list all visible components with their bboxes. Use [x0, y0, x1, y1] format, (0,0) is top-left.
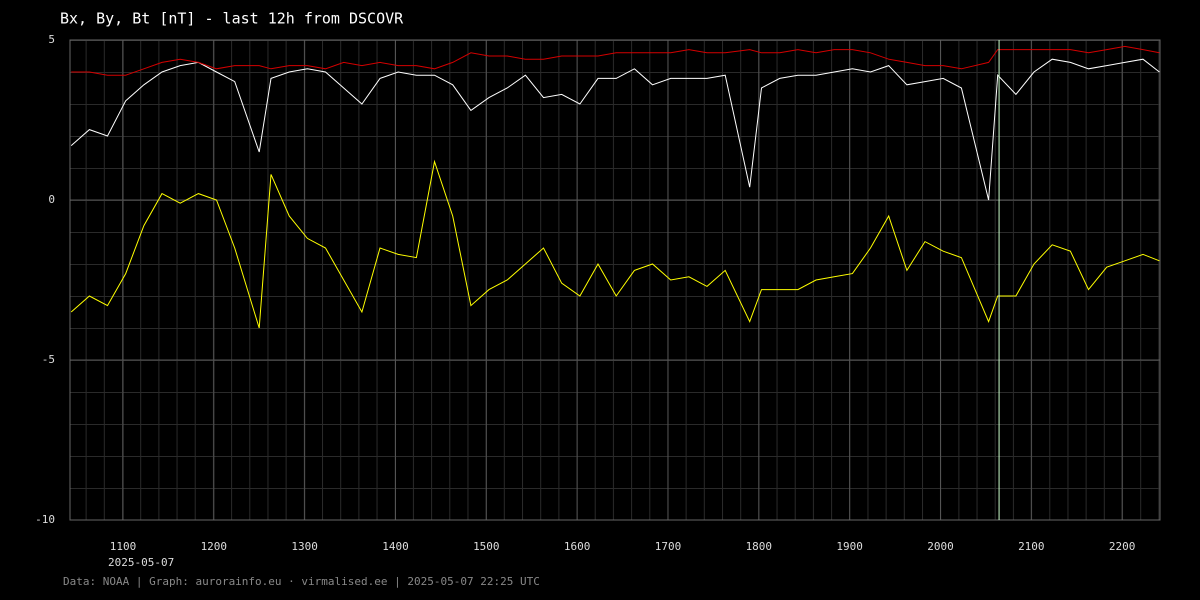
- plot-frame: [69, 39, 1161, 521]
- x-tick-label: 1800: [746, 540, 773, 553]
- chart-title: Bx, By, Bt [nT] - last 12h from DSCOVR: [60, 10, 404, 28]
- x-tick-label: 1600: [564, 540, 591, 553]
- x-tick-label: 1100: [110, 540, 137, 553]
- x-tick-label: 2100: [1018, 540, 1045, 553]
- x-tick-label: 1500: [473, 540, 500, 553]
- x-tick-label: 1200: [201, 540, 228, 553]
- footer: Data: NOAA | Graph: aurorainfo.eu · virm…: [63, 575, 540, 588]
- x-tick-label: 1700: [655, 540, 682, 553]
- minor-grid: [70, 40, 1160, 520]
- series-line: [70, 159, 1160, 329]
- series-line: [70, 58, 1160, 201]
- x-tick-label: 1300: [291, 540, 318, 553]
- y-tick-label: 5: [48, 33, 55, 46]
- x-tick-label: 2000: [927, 540, 954, 553]
- y-tick-label: 0: [48, 193, 55, 206]
- x-tick-label: 1900: [836, 540, 863, 553]
- y-tick-label: -10: [35, 513, 55, 526]
- series-line: [71, 45, 1160, 76]
- x-tick-label: 2200: [1109, 540, 1136, 553]
- date-label: 2025-05-07: [108, 556, 174, 569]
- y-tick-label: -5: [42, 353, 55, 366]
- x-tick-label: 1400: [382, 540, 409, 553]
